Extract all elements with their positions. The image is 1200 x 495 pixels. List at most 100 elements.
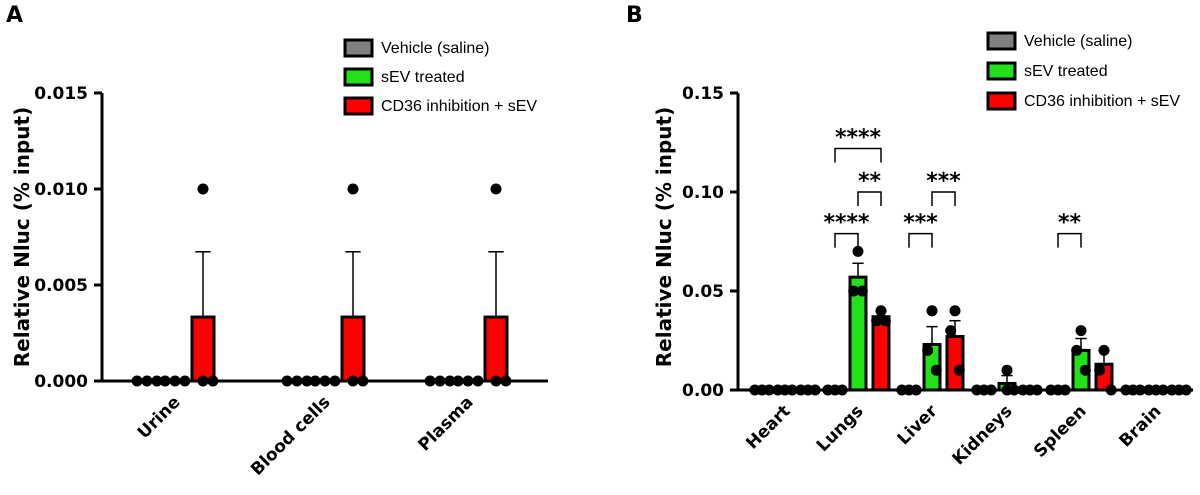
data-point — [848, 285, 860, 297]
y-tick-label: 0.10 — [682, 183, 724, 203]
bar — [483, 315, 509, 383]
x-tick-label: Urine — [134, 392, 185, 443]
significance-bracket — [834, 232, 859, 248]
data-point — [151, 375, 163, 387]
y-tick-label: 0.05 — [682, 282, 724, 302]
bar — [945, 335, 965, 392]
legend: Vehicle (saline) sEV treated CD36 inhibiti… — [343, 38, 537, 116]
x-tick-label: Plasma — [415, 392, 478, 455]
data-point — [197, 375, 209, 387]
legend-label: CD36 inhibition + sEV — [1024, 93, 1180, 110]
y-tick-label: 0.010 — [34, 180, 88, 200]
legend-swatch — [986, 61, 1017, 81]
data-point — [1105, 384, 1117, 396]
panel-letter: B — [626, 3, 643, 28]
bar — [340, 315, 366, 383]
significance-bracket — [931, 191, 956, 206]
data-point — [836, 384, 848, 396]
data-point — [1001, 364, 1013, 376]
y-axis-title: Relative Nluc (% input) — [10, 107, 34, 367]
significance-label: **** — [823, 211, 870, 236]
legend-swatch — [343, 96, 374, 116]
data-point — [309, 375, 321, 387]
legend-label: Vehicle (saline) — [381, 40, 490, 57]
data-point — [444, 375, 456, 387]
y-tick-label: 0.000 — [34, 372, 88, 392]
y-tick-label: 0.015 — [34, 84, 88, 104]
panel-letter: A — [6, 3, 23, 28]
bar — [190, 315, 216, 383]
data-point — [871, 315, 883, 327]
significance-bracket — [908, 232, 933, 248]
y-tick-label: 0.00 — [682, 381, 724, 401]
significance-label: *** — [903, 211, 938, 236]
x-tick-label: Heart — [742, 401, 794, 453]
data-point — [472, 375, 484, 387]
data-point — [856, 285, 868, 297]
y-axis-title: Relative Nluc (% input) — [652, 107, 676, 367]
significance-bracket — [1057, 232, 1082, 248]
data-point — [301, 375, 313, 387]
data-point — [462, 375, 474, 387]
data-point — [1008, 384, 1020, 396]
x-tick-label: Kidneys — [949, 401, 1017, 469]
data-point — [434, 375, 446, 387]
significance-bracket — [834, 147, 882, 163]
data-point — [809, 384, 821, 396]
data-point — [169, 375, 181, 387]
data-point — [291, 375, 303, 387]
data-point — [945, 325, 957, 337]
data-point — [1094, 364, 1106, 376]
legend-swatch — [986, 31, 1017, 51]
data-point — [347, 375, 359, 387]
significance-label: **** — [835, 125, 882, 150]
data-point — [926, 305, 938, 317]
legend-label: Vehicle (saline) — [1024, 33, 1133, 50]
significance-label: ** — [858, 169, 882, 194]
y-tick-label: 0.15 — [682, 84, 724, 104]
data-point — [953, 364, 965, 376]
data-point — [159, 375, 171, 387]
legend-swatch — [343, 67, 374, 87]
data-point — [1098, 344, 1110, 356]
data-point — [1031, 384, 1043, 396]
data-point — [786, 384, 798, 396]
data-point — [910, 384, 922, 396]
bar — [871, 315, 891, 392]
data-point — [357, 375, 369, 387]
legend-swatch — [986, 91, 1017, 111]
data-point — [879, 315, 891, 327]
data-point — [1071, 344, 1083, 356]
data-point — [1157, 384, 1169, 396]
y-tick-label: 0.005 — [34, 276, 88, 296]
data-point — [131, 375, 143, 387]
data-point — [424, 375, 436, 387]
legend-label: CD36 inhibition + sEV — [381, 98, 537, 115]
panel-b: B 0.00 0.05 0.10 0.15 Relative Nluc (% input)… — [626, 3, 1193, 469]
data-point — [875, 305, 887, 317]
data-point — [1180, 384, 1192, 396]
legend: Vehicle (saline) sEV treated CD36 inhibiti… — [986, 31, 1180, 111]
legend-label: sEV treated — [381, 69, 465, 86]
data-point — [329, 375, 341, 387]
data-point — [452, 375, 464, 387]
data-point — [1134, 384, 1146, 396]
data-point — [500, 375, 512, 387]
data-point — [922, 344, 934, 356]
data-point — [1059, 384, 1071, 396]
data-point — [1079, 364, 1091, 376]
data-point — [852, 245, 864, 257]
data-point — [347, 183, 359, 195]
x-tick-label: Brain — [1116, 401, 1166, 451]
x-tick-label: Spleen — [1030, 401, 1090, 461]
legend-swatch — [343, 38, 374, 58]
legend-label: sEV treated — [1024, 63, 1108, 80]
data-point — [141, 375, 153, 387]
x-tick-label: Lungs — [813, 401, 868, 456]
data-point — [207, 375, 219, 387]
data-point — [1075, 325, 1087, 337]
data-point — [179, 375, 191, 387]
data-point — [985, 384, 997, 396]
